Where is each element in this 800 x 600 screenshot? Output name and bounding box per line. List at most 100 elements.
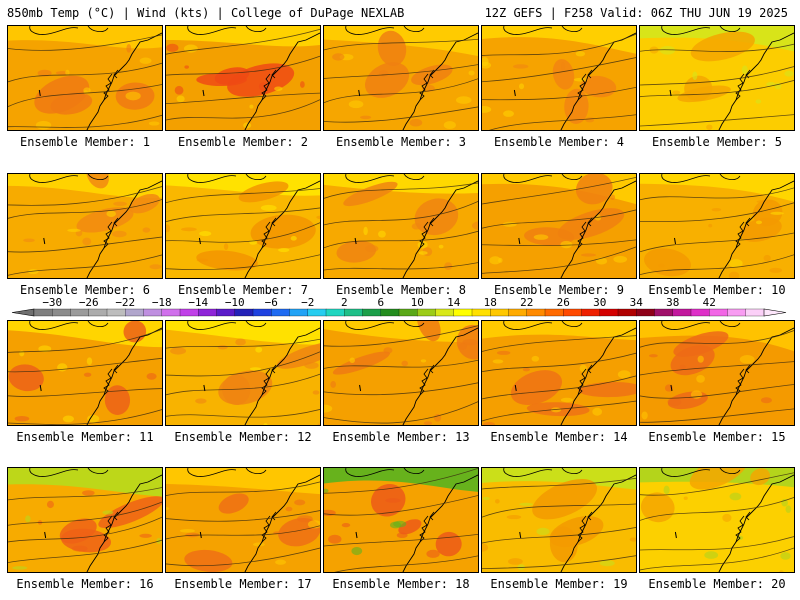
temperature-speckle [274,86,283,91]
ensemble-member-label: Ensemble Member: 8 [335,283,467,297]
temperature-speckle [35,120,52,130]
cool-air-region [8,468,162,497]
warm-air-region [739,217,782,242]
ensemble-member-label: Ensemble Member: 6 [19,283,151,297]
height-contour [166,373,320,396]
height-contour [166,481,320,496]
colorbar-segment [289,308,309,317]
height-contour [324,38,478,51]
coastline [86,180,162,278]
temperature-speckle [396,532,408,539]
wind-barb-mark [199,531,202,539]
temperature-map [482,321,636,425]
colorbar-segment [252,308,272,317]
warm-air-region [86,174,109,189]
height-contour [166,338,320,349]
height-contour [166,28,320,55]
temperature-speckle [531,355,540,362]
colorbar-tick-label: 10 [410,296,424,309]
height-contour [334,555,478,572]
temperature-speckle [769,267,783,273]
colorbar-segment [581,308,601,317]
temperature-speckle [471,221,478,230]
great-lakes-outline [29,468,109,477]
coastline [560,180,636,278]
height-contour [640,187,794,201]
colorbar-segment [453,308,473,317]
wind-barb-mark [203,384,206,392]
height-contour [324,468,478,494]
wind-barb-mark [674,531,677,539]
temperature-speckle [420,359,427,363]
colorbar-segment [745,308,765,317]
ensemble-map-panel [165,25,321,131]
colorbar-tick-label: −10 [224,296,245,309]
coastline [718,32,794,130]
colorbar-segment [143,308,163,317]
great-lakes-outline [661,174,741,183]
coastline [560,474,636,572]
height-contour [8,34,162,51]
temperature-speckle [513,64,529,69]
colorbar-tick-label: −14 [188,296,209,309]
temperature-speckle [679,364,686,370]
ensemble-map-panel [481,173,637,279]
warm-air-region [575,174,613,205]
temperature-speckle [195,398,207,404]
chesapeake-bay-outline [419,69,435,101]
height-contour [482,86,636,101]
height-contour [8,254,162,276]
temperature-speckle [763,254,771,262]
great-lakes-outline [29,174,109,183]
ensemble-member-label: Ensemble Member: 17 [174,577,312,591]
temperature-speckle [349,357,355,364]
ensemble-map-panel [481,320,637,426]
temperature-speckle [503,110,514,117]
temperature-speckle [38,345,52,353]
wind-barb-mark [355,531,358,539]
wind-barb-mark [354,237,357,245]
temperature-speckle [729,492,742,501]
temperature-speckle [23,238,35,243]
temperature-speckle [599,560,615,567]
height-contour [482,555,636,569]
temperature-speckle [285,506,293,512]
temperature-speckle [444,262,453,271]
temperature-speckle [667,397,682,407]
temperature-speckle [580,253,597,257]
temperature-speckle [519,502,534,506]
temperature-speckle [217,345,228,350]
height-contour [324,533,478,547]
colorbar-tick-label: 30 [593,296,607,309]
height-contour [640,79,794,98]
ensemble-member-label: Ensemble Member: 11 [16,430,154,444]
height-contour [482,352,636,373]
height-contour [640,408,794,423]
chesapeake-bay-outline [419,217,435,249]
temperature-speckle [770,211,784,215]
chesapeake-bay-outline [735,364,751,396]
temperature-speckle [83,372,92,377]
cool-air-region [324,468,478,492]
colorbar-segment [344,308,364,317]
great-lakes-outline [187,174,267,183]
coastline [718,180,794,278]
ensemble-member-label: Ensemble Member: 10 [648,283,786,297]
temperature-speckle [25,515,31,523]
colorbar-segment [599,308,619,317]
temperature-speckle [152,340,162,344]
chesapeake-bay-outline [261,511,277,543]
colorbar-segment [88,308,108,317]
ensemble-member-label: Ensemble Member: 18 [332,577,470,591]
temperature-speckle [300,81,305,88]
ensemble-map-panel [7,467,163,573]
ensemble-map-panel [639,25,795,131]
temperature-speckle [106,210,116,217]
temperature-speckle [443,121,456,129]
temperature-map [324,321,478,425]
height-contour [482,176,636,205]
colorbar-segment [617,308,637,317]
temperature-speckle [125,91,141,101]
temperature-speckle [14,416,30,422]
height-contour [324,359,478,369]
